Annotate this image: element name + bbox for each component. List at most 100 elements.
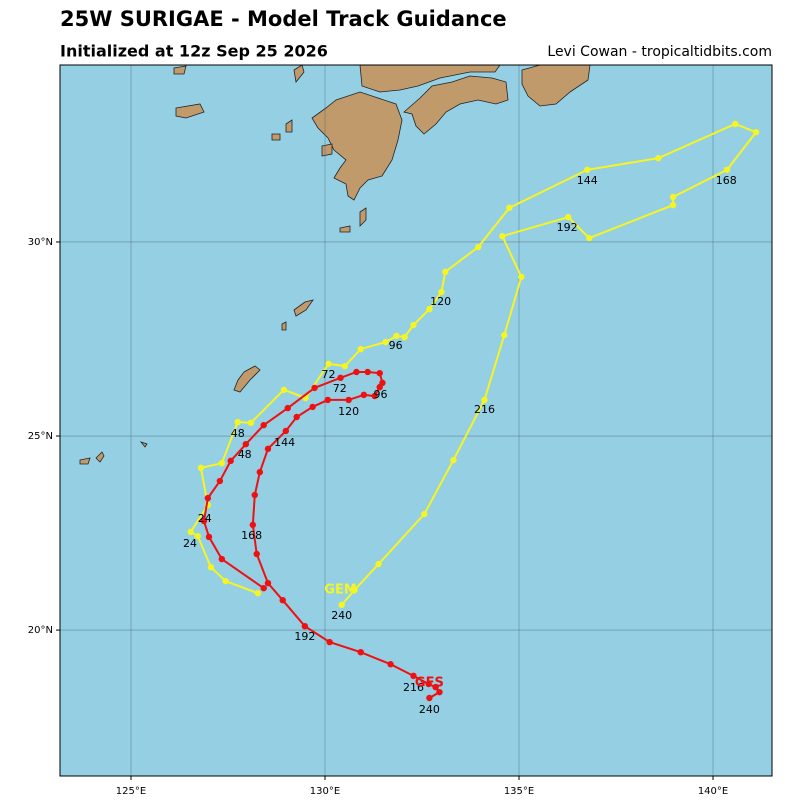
track-point (256, 468, 264, 476)
track-point (393, 332, 400, 340)
hour-label: 120 (430, 295, 451, 308)
track-point (655, 154, 662, 162)
track-point (222, 577, 229, 585)
track-point (264, 579, 272, 587)
track-point (200, 517, 208, 525)
track-point (481, 396, 488, 404)
track-point (254, 590, 262, 597)
track-point (345, 396, 352, 404)
track-point (442, 268, 449, 276)
track-point (376, 369, 383, 377)
hour-label: 240 (331, 609, 352, 622)
labels: 24 48 72 96 120 144 168 192 216 240 GEM 24 48 72 96 120… (183, 174, 737, 716)
y-tick-label: 25°N (28, 431, 53, 442)
track-point (723, 166, 731, 173)
track-point (205, 533, 213, 541)
track-point (218, 555, 226, 563)
track-point (360, 391, 368, 399)
track-point (337, 374, 344, 382)
track-point (425, 680, 432, 688)
track-point (376, 383, 383, 391)
track-point (382, 338, 389, 346)
track-point (432, 683, 439, 691)
hour-label: 216 (403, 681, 424, 694)
track-point (450, 456, 457, 464)
hour-label: 168 (241, 529, 262, 542)
hour-label: 72 (333, 382, 347, 395)
hour-label: 72 (322, 368, 336, 381)
track-point (260, 421, 267, 429)
track-point (351, 586, 358, 594)
land (79, 65, 591, 465)
hour-label: 24 (183, 537, 197, 550)
credit: Levi Cowan - tropicaltidbits.com (547, 44, 772, 60)
hour-label: 96 (389, 339, 403, 352)
track-point (565, 213, 572, 221)
hour-label: 144 (274, 436, 295, 449)
track-point (341, 362, 348, 370)
track-point (410, 672, 417, 680)
track-point (260, 584, 267, 592)
track-point (499, 232, 506, 240)
track-point (311, 384, 318, 392)
track-point (584, 166, 591, 173)
hour-label: 216 (474, 403, 495, 416)
track-point (324, 396, 331, 404)
tracks (187, 120, 760, 702)
track-point (438, 288, 445, 296)
track-point (249, 521, 257, 529)
track-point (194, 532, 201, 540)
track-point (338, 601, 345, 609)
track-point (421, 510, 428, 518)
track-point (279, 596, 286, 604)
track-point (426, 305, 433, 313)
chart-subtitle: Initialized at 12z Sep 25 2026 (60, 42, 328, 61)
track-point (586, 234, 593, 242)
track-point (669, 201, 677, 209)
track-point (301, 622, 309, 630)
track-point (309, 403, 316, 411)
track-point (357, 345, 364, 353)
track-point (731, 120, 739, 128)
track-point (475, 243, 482, 251)
track-point (518, 273, 525, 281)
track-point (282, 427, 290, 435)
track-point (501, 331, 508, 339)
track-line (189, 122, 758, 606)
track-point (353, 368, 360, 376)
hour-label: 24 (198, 512, 212, 525)
frame (59, 64, 773, 777)
track-point (364, 368, 371, 376)
track-point (401, 333, 408, 341)
x-tick-label: 140°E (698, 786, 728, 797)
track-point (325, 360, 332, 368)
chart-title: 25W SURIGAE - Model Track Guidance (60, 7, 507, 31)
track-point (207, 564, 215, 571)
track-point (436, 688, 443, 696)
track-point (752, 128, 760, 136)
track-point (357, 648, 364, 656)
hour-label: 120 (338, 405, 359, 418)
track-point (506, 204, 513, 212)
track-point (371, 392, 378, 400)
model-name: GFS (415, 675, 444, 690)
x-tick-label: 130°E (310, 786, 340, 797)
hour-label: 144 (577, 174, 598, 187)
track-point (227, 457, 234, 465)
hour-label: 168 (716, 174, 737, 187)
hour-label: 192 (294, 630, 315, 643)
track-line (202, 370, 441, 699)
track-point (234, 418, 241, 426)
hour-label: 240 (419, 703, 440, 716)
track-point (242, 440, 250, 448)
x-tick-label: 125°E (116, 786, 146, 797)
grid: 125°E 130°E 135°E 140°E 20°N 25°N 30°N (28, 65, 772, 797)
model-name: GEM (324, 583, 357, 598)
hour-label: 192 (557, 221, 578, 234)
track-point (284, 404, 291, 412)
track-point (375, 560, 382, 568)
track-point (187, 528, 194, 536)
track-point (410, 321, 417, 329)
track-point (251, 491, 258, 499)
